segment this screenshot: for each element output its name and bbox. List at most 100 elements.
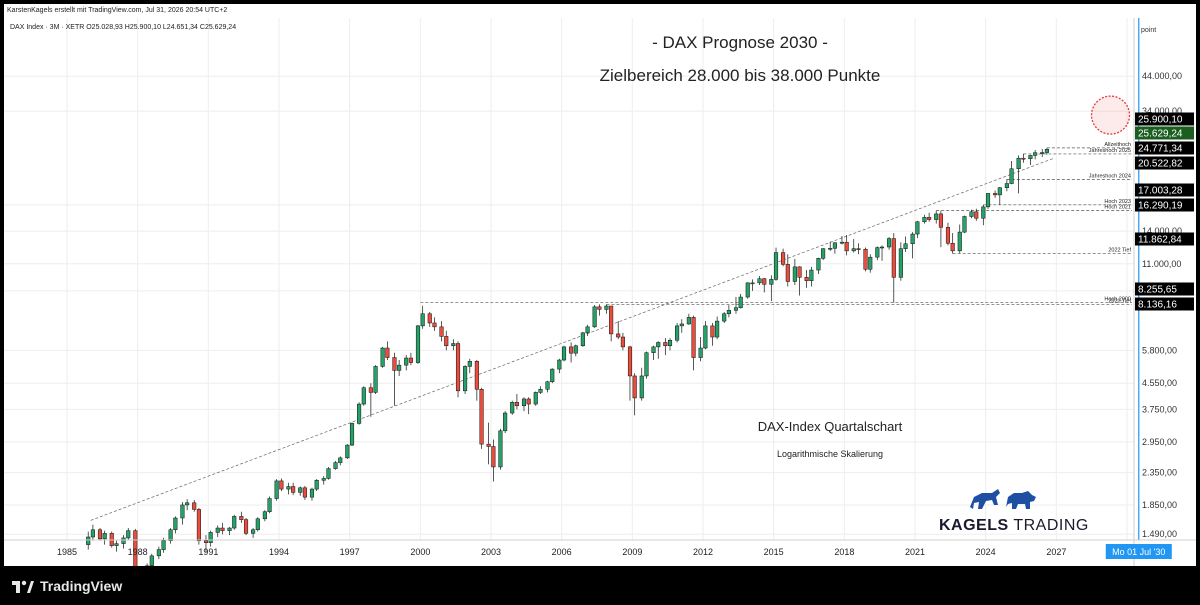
candle	[715, 316, 720, 340]
candle-body	[545, 381, 550, 390]
candle-body	[538, 389, 543, 393]
candle-body	[816, 258, 821, 271]
candle	[745, 282, 750, 299]
candle	[1021, 153, 1026, 163]
candle-body	[1016, 157, 1021, 169]
trendline	[90, 157, 1055, 521]
candle-body	[1033, 152, 1038, 156]
candle	[149, 553, 154, 566]
candle-body	[156, 549, 161, 557]
candle-body	[620, 336, 625, 348]
candle-body	[357, 403, 362, 424]
grid-layer	[4, 18, 1134, 540]
price-tag: 8.136,16	[1138, 300, 1177, 311]
candle	[227, 527, 232, 536]
candle	[656, 341, 661, 359]
y-tick-label: 34.000,00	[1142, 106, 1182, 116]
candle-body	[580, 332, 585, 347]
candle	[302, 485, 307, 500]
x-tick-label: 1994	[269, 547, 289, 557]
level-label: 2022 Tief	[1108, 248, 1131, 254]
candle-body	[851, 248, 856, 252]
candle	[243, 517, 249, 536]
candle-body	[969, 211, 974, 217]
candle-body	[86, 536, 91, 545]
x-tick-label: 2000	[410, 547, 430, 557]
candle	[828, 241, 833, 251]
candle-body	[1040, 152, 1045, 154]
candle	[180, 502, 185, 525]
candle-body	[373, 366, 378, 393]
price-tag-bg	[1135, 198, 1194, 212]
candle-body	[604, 305, 609, 310]
candle	[491, 439, 496, 482]
candle	[1004, 179, 1009, 192]
candle	[126, 528, 131, 540]
price-tag-bg	[1135, 232, 1194, 246]
candle	[203, 535, 209, 553]
candle	[326, 466, 331, 480]
candle	[981, 204, 986, 226]
candle-body	[521, 398, 527, 407]
candle	[821, 248, 826, 261]
candle-body	[451, 343, 456, 347]
candle-body	[262, 511, 267, 520]
candle	[455, 341, 461, 398]
candle	[86, 531, 91, 550]
candle	[404, 355, 409, 371]
candle	[839, 236, 845, 245]
candle	[286, 482, 291, 495]
y-tick-label: 2.950,00	[1142, 437, 1177, 447]
candle-body	[220, 527, 225, 531]
annotation-main: DAX-Index Quartalschart	[758, 419, 903, 434]
candle-body	[993, 193, 998, 196]
candle-body	[420, 313, 425, 327]
price-tag: 17.003,28	[1138, 186, 1183, 197]
candle	[397, 360, 402, 376]
level-label: Jahreshoch 2024	[1089, 173, 1131, 179]
candle	[1028, 154, 1033, 166]
candle	[797, 266, 802, 296]
date-marker-tag-bg	[1105, 544, 1172, 559]
kagels-trading-logo: KAGELS TRADING	[939, 489, 1088, 534]
candle	[114, 540, 119, 552]
candle-body	[467, 361, 472, 367]
candle-body	[239, 516, 244, 520]
candle	[726, 305, 731, 318]
candle-body	[773, 252, 779, 280]
chart-area[interactable]: Allzeithoch Jahreshoch 2025 Jahreshoch 202…	[4, 18, 1196, 566]
candle	[585, 324, 590, 336]
candle	[722, 312, 727, 323]
x-tick-label: 1988	[128, 547, 148, 557]
axis-layer: 44.000,0034.000,0017.000,0014.000,0011.0…	[4, 18, 1196, 566]
candle-body	[962, 216, 967, 233]
candle-body	[651, 346, 656, 353]
candle	[1033, 149, 1038, 160]
attribution-bar: KarstenKagels erstellt mit TradingView.c…	[4, 4, 1196, 18]
candle-body	[557, 359, 562, 370]
candle	[208, 530, 213, 547]
tradingview-logo[interactable]: TradingView	[12, 578, 122, 594]
candle	[604, 304, 609, 314]
candle	[985, 193, 991, 209]
candle	[938, 210, 943, 248]
y-unit-label: point	[1141, 27, 1156, 34]
candle	[616, 321, 621, 340]
candle	[962, 215, 967, 234]
candle	[773, 247, 779, 281]
level-label: Allzeithoch	[1104, 142, 1131, 148]
x-tick-label: 2024	[976, 547, 996, 557]
chart-subtitle: Zielbereich 28.000 bis 38.000 Punkte	[600, 66, 881, 85]
candle-body	[809, 269, 814, 282]
candle	[192, 499, 197, 512]
candle-body	[168, 529, 173, 541]
candle-body	[196, 509, 201, 541]
candle	[651, 345, 656, 361]
candle-body	[691, 317, 696, 358]
candle-body	[750, 282, 755, 285]
candle	[750, 279, 755, 291]
price-tag-bg	[1135, 282, 1194, 296]
candle-body	[632, 375, 637, 399]
